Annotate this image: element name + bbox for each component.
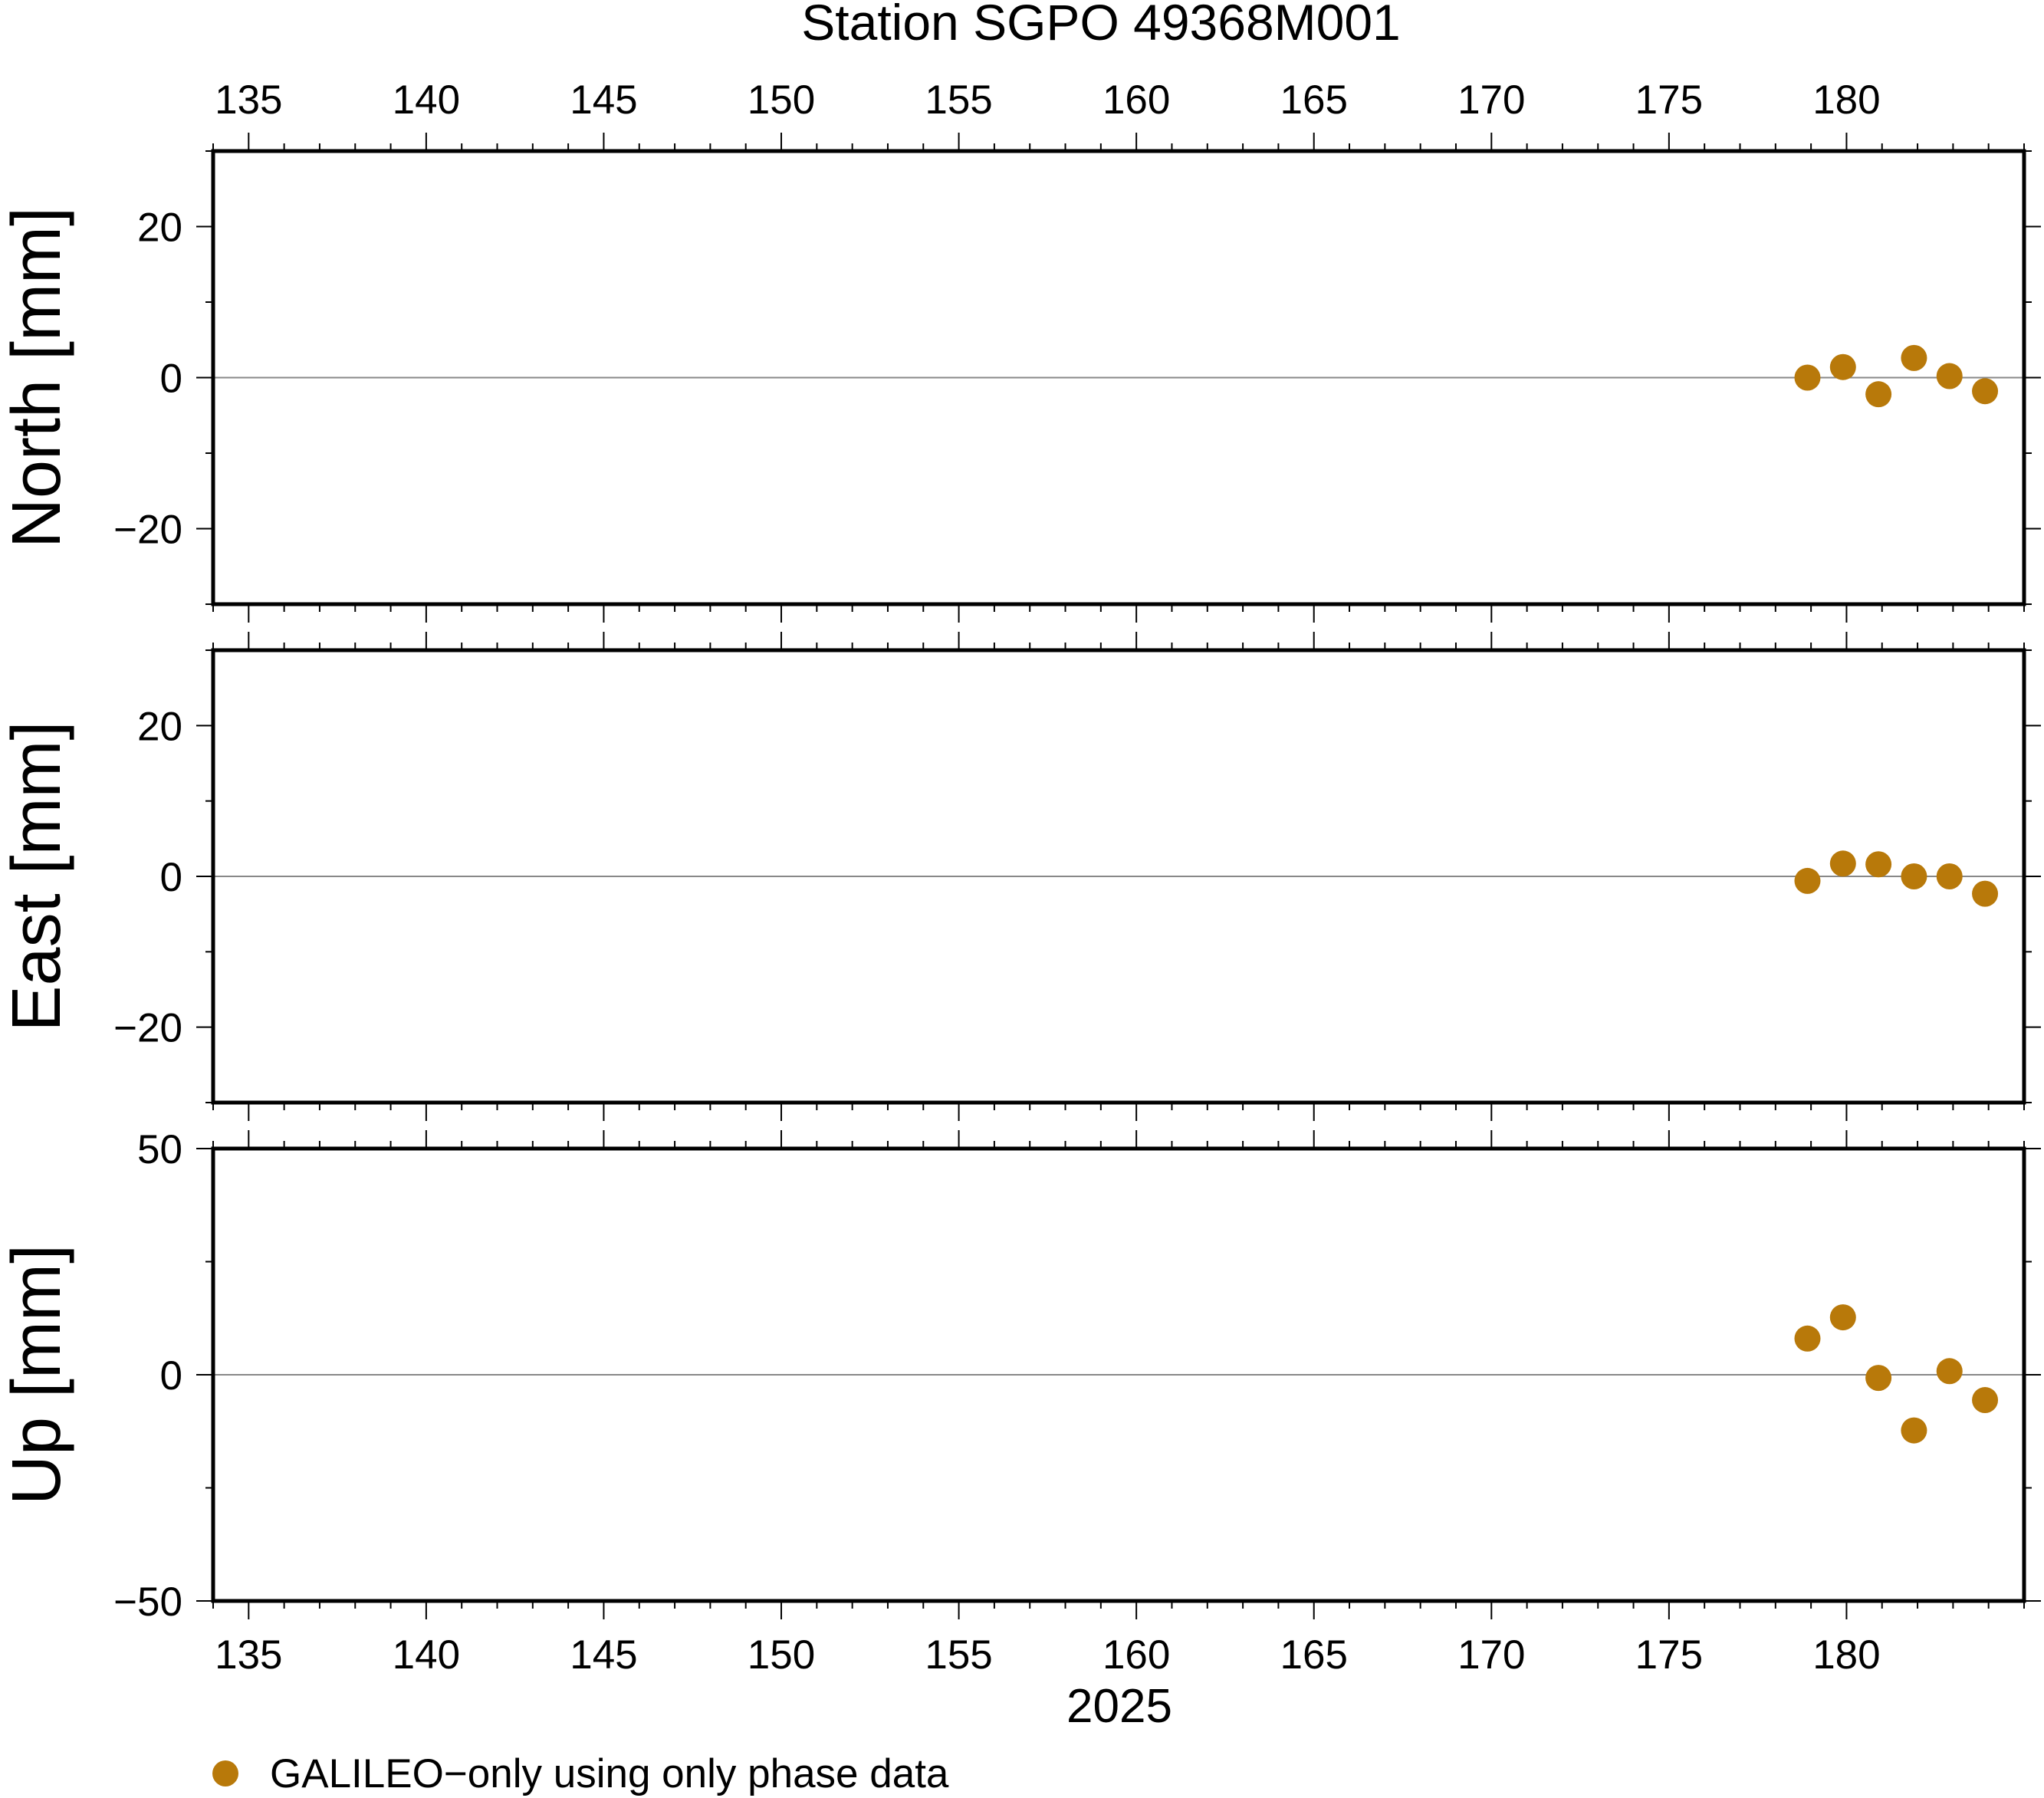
- x-tick-label-top: 135: [215, 77, 282, 123]
- data-point: [1936, 863, 1963, 889]
- y-tick-label: −20: [113, 508, 182, 553]
- y-tick-label: 0: [160, 1353, 182, 1399]
- data-point: [1972, 880, 1999, 907]
- legend-label: GALILEO−only using only phase data: [270, 1751, 949, 1796]
- data-point: [1865, 851, 1892, 878]
- legend: GALILEO−only using only phase data: [212, 1751, 949, 1796]
- x-tick-label-bottom: 140: [393, 1632, 460, 1678]
- data-point: [1794, 867, 1821, 894]
- y-tick-label: −20: [113, 1006, 182, 1051]
- x-tick-label-top: 145: [570, 77, 637, 123]
- data-point: [1972, 1387, 1999, 1414]
- x-tick-label-bottom: 180: [1812, 1632, 1880, 1678]
- panel-2: −20 0 20 East [mm]: [0, 632, 2041, 1121]
- panels-group: −20 0 20 North [mm] −20 0 20 East [mm] −50 0 50 Up …: [0, 77, 2041, 1678]
- x-tick-label-bottom: 165: [1280, 1632, 1348, 1678]
- panel-frame: [211, 149, 2026, 606]
- x-tick-label-top: 155: [925, 77, 992, 123]
- data-point: [1901, 1417, 1927, 1444]
- y-tick-label: 0: [160, 357, 182, 402]
- data-point: [1829, 1304, 1856, 1331]
- data-point: [1865, 1365, 1892, 1392]
- x-tick-label-bottom: 145: [570, 1632, 637, 1678]
- x-tick-label-bottom: 175: [1635, 1632, 1703, 1678]
- data-point: [1936, 1358, 1963, 1385]
- panel-frame: [211, 648, 2026, 1105]
- panel-3: −50 0 50 Up [mm]: [0, 1127, 2041, 1625]
- data-point: [1936, 363, 1963, 390]
- x-tick-label-top: 170: [1457, 77, 1525, 123]
- x-tick-label-top: 175: [1635, 77, 1703, 123]
- data-point: [1972, 378, 1999, 405]
- x-axis-label: 2025: [1066, 1680, 1172, 1733]
- data-point: [1794, 1325, 1821, 1352]
- x-tick-label-top: 150: [748, 77, 815, 123]
- x-tick-label-bottom: 150: [748, 1632, 815, 1678]
- data-point: [1901, 344, 1927, 371]
- x-tick-label-top: 165: [1280, 77, 1348, 123]
- x-tick-label-bottom: 160: [1103, 1632, 1170, 1678]
- data-point: [1865, 381, 1892, 408]
- y-axis-label: East [mm]: [0, 721, 75, 1031]
- panel-1: −20 0 20 North [mm]: [0, 133, 2041, 623]
- panel-frame: [211, 1146, 2026, 1603]
- x-tick-label-bottom: 170: [1457, 1632, 1525, 1678]
- data-point: [1829, 850, 1856, 877]
- x-tick-label-top: 140: [393, 77, 460, 123]
- y-tick-label: 20: [137, 205, 182, 251]
- y-tick-label: 20: [137, 704, 182, 749]
- x-tick-label-top: 160: [1103, 77, 1170, 123]
- chart-title: Station SGPO 49368M001: [801, 0, 1401, 51]
- y-tick-label: 0: [160, 855, 182, 900]
- data-point: [1901, 863, 1927, 889]
- data-point: [1829, 353, 1856, 380]
- x-tick-label-bottom: 135: [215, 1632, 282, 1678]
- data-point: [1794, 364, 1821, 391]
- legend-marker: [212, 1760, 238, 1786]
- y-tick-label: −50: [113, 1579, 182, 1625]
- x-tick-label-bottom: 155: [925, 1632, 992, 1678]
- y-tick-label: 50: [137, 1127, 182, 1172]
- x-tick-label-top: 180: [1812, 77, 1880, 123]
- y-axis-label: Up [mm]: [0, 1244, 75, 1505]
- y-axis-label: North [mm]: [0, 207, 75, 548]
